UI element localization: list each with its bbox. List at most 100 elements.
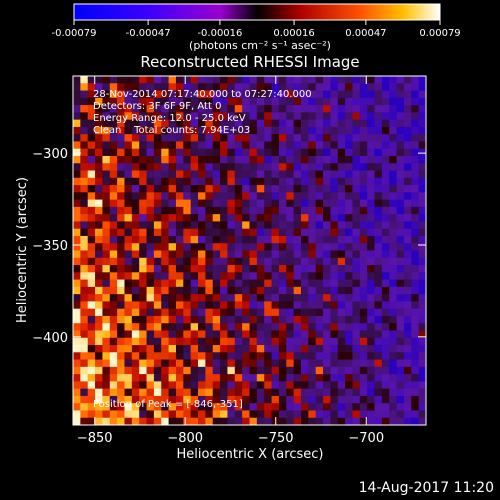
heatmap-cell (278, 272, 287, 281)
heatmap-cell (73, 206, 81, 215)
heatmap-cell (80, 141, 89, 150)
heatmap-cell (286, 126, 295, 135)
heatmap-cell (198, 243, 206, 252)
heatmap-cell (117, 308, 126, 317)
heatmap-cell (396, 221, 405, 230)
heatmap-cell (109, 170, 118, 179)
heatmap-cell (87, 83, 96, 92)
heatmap-cell (411, 301, 420, 310)
heatmap-cell (212, 345, 221, 353)
heatmap-cell (87, 417, 96, 425)
heatmap-cell (175, 395, 184, 404)
heatmap-cell (131, 83, 140, 92)
heatmap-cell (278, 286, 287, 295)
heatmap-cell (249, 417, 258, 425)
heatmap-cell (220, 359, 229, 368)
heatmap-cell (396, 294, 405, 302)
heatmap-cell (418, 286, 426, 295)
heatmap-cell (249, 163, 258, 172)
heatmap-cell (359, 417, 368, 425)
heatmap-cell (271, 395, 280, 404)
heatmap-cell (124, 323, 133, 332)
heatmap-cell (300, 395, 309, 404)
heatmap-cell (161, 388, 170, 397)
heatmap-cell (418, 345, 426, 353)
heatmap-cell (308, 403, 317, 412)
heatmap-cell (153, 374, 162, 382)
heatmap-cell (411, 410, 420, 419)
heatmap-cell (109, 352, 118, 361)
heatmap-cell (220, 337, 229, 346)
heatmap-cell (168, 119, 177, 128)
heatmap-cell (80, 308, 89, 317)
heatmap-cell (345, 126, 354, 135)
heatmap-cell (396, 410, 405, 419)
heatmap-cell (403, 265, 412, 273)
heatmap-cell (220, 163, 229, 172)
heatmap-cell (271, 308, 280, 317)
heatmap-cell (227, 330, 236, 339)
heatmap-cell (220, 112, 229, 121)
heatmap-cell (359, 235, 368, 244)
heatmap-cell (286, 185, 295, 193)
heatmap-cell (352, 228, 361, 237)
heatmap-cell (73, 359, 81, 368)
heatmap-cell (205, 235, 214, 244)
heatmap-cell (220, 134, 229, 143)
heatmap-cell (381, 177, 390, 186)
heatmap-cell (212, 272, 221, 281)
heatmap-cell (403, 126, 412, 135)
heatmap-cell (367, 410, 376, 419)
heatmap-cell (381, 330, 390, 339)
heatmap-cell (359, 228, 368, 237)
heatmap-cell (242, 155, 251, 164)
heatmap-cell (359, 206, 368, 215)
heatmap-cell (286, 192, 295, 201)
heatmap-cell (337, 286, 346, 295)
heatmap-cell (403, 134, 412, 143)
heatmap-cell (367, 337, 376, 346)
heatmap-cell (234, 417, 243, 425)
heatmap-cell (131, 250, 140, 259)
heatmap-cell (345, 294, 354, 302)
heatmap-cell (323, 148, 331, 157)
heatmap-cell (227, 337, 236, 346)
heatmap-cell (271, 228, 280, 237)
heatmap-cell (139, 352, 148, 361)
heatmap-cell (102, 214, 111, 223)
heatmap-cell (153, 192, 162, 201)
heatmap-cell (256, 323, 265, 332)
heatmap-cell (205, 155, 214, 164)
heatmap-cell (87, 148, 96, 157)
heatmap-cell (323, 214, 331, 223)
heatmap-cell (109, 294, 118, 302)
heatmap-cell (359, 410, 368, 419)
heatmap-cell (153, 83, 162, 92)
heatmap-cell (168, 265, 177, 273)
heatmap-cell (139, 105, 148, 113)
heatmap-cell (374, 403, 383, 412)
heatmap-cell (220, 330, 229, 339)
heatmap-cell (308, 257, 317, 266)
heatmap-cell (87, 265, 96, 273)
heatmap-cell (293, 337, 302, 346)
heatmap-cell (286, 403, 295, 412)
heatmap-cell (359, 381, 368, 390)
heatmap-cell (190, 359, 199, 368)
heatmap-cell (190, 148, 199, 157)
heatmap-cell (109, 366, 118, 375)
heatmap-cell (234, 308, 243, 317)
heatmap-cell (205, 185, 214, 193)
heatmap-cell (396, 126, 405, 135)
heatmap-cell (249, 403, 258, 412)
heatmap-cell (411, 272, 420, 281)
heatmap-cell (95, 388, 104, 397)
heatmap-cell (323, 134, 331, 143)
heatmap-cell (161, 272, 170, 281)
heatmap-cell (198, 279, 206, 288)
heatmap-cell (139, 206, 148, 215)
heatmap-cell (87, 395, 96, 404)
heatmap-cell (117, 279, 126, 288)
heatmap-cell (73, 221, 81, 230)
heatmap-cell (227, 315, 236, 324)
